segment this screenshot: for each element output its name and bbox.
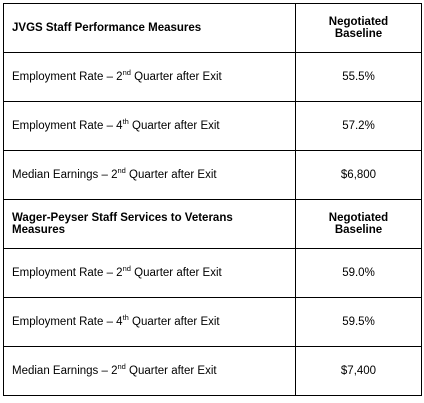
baseline-header: Negotiated Baseline <box>295 3 422 53</box>
baseline-value: 57.2% <box>295 101 422 151</box>
measure-row: Median Earnings – 2nd Quarter after Exit… <box>3 150 422 200</box>
baseline-header: Negotiated Baseline <box>295 199 422 249</box>
baseline-value: 55.5% <box>295 52 422 102</box>
measure-label: Median Earnings – 2nd Quarter after Exit <box>3 150 296 200</box>
measure-label: Employment Rate – 4th Quarter after Exit <box>3 101 296 151</box>
measure-row: Employment Rate – 4th Quarter after Exit… <box>3 297 422 347</box>
baseline-value: $7,400 <box>295 346 422 396</box>
label-text: Employment Rate – 2 <box>12 267 123 279</box>
ordinal-suffix: nd <box>117 362 126 371</box>
baseline-value: $6,800 <box>295 150 422 200</box>
measure-row: Employment Rate – 2nd Quarter after Exit… <box>3 248 422 298</box>
measure-label: Employment Rate – 2nd Quarter after Exit <box>3 52 296 102</box>
label-rest: Quarter after Exit <box>125 169 217 181</box>
measure-row: Median Earnings – 2nd Quarter after Exit… <box>3 346 422 396</box>
baseline-value: 59.5% <box>295 297 422 347</box>
baseline-value: 59.0% <box>295 248 422 298</box>
ordinal-suffix: nd <box>122 264 131 273</box>
ordinal-suffix: nd <box>122 68 131 77</box>
measure-row: Employment Rate – 4th Quarter after Exit… <box>3 101 422 151</box>
measure-label: Employment Rate – 4th Quarter after Exit <box>3 297 296 347</box>
ordinal-suffix: th <box>122 117 129 126</box>
label-rest: Quarter after Exit <box>130 71 222 83</box>
label-rest: Quarter after Exit <box>130 267 222 279</box>
measure-label: Median Earnings – 2nd Quarter after Exit <box>3 346 296 396</box>
label-text: Employment Rate – 4 <box>12 316 123 328</box>
ordinal-suffix: nd <box>117 166 126 175</box>
table-body: JVGS Staff Performance Measures Negotiate… <box>3 3 422 396</box>
measure-label: Employment Rate – 2nd Quarter after Exit <box>3 248 296 298</box>
label-rest: Quarter after Exit <box>128 120 220 132</box>
label-rest: Quarter after Exit <box>128 316 220 328</box>
header-row: JVGS Staff Performance Measures Negotiate… <box>3 3 422 53</box>
ordinal-suffix: th <box>122 313 129 322</box>
section-title: Wager-Peyser Staff Services to Veterans … <box>3 199 296 249</box>
section-title: JVGS Staff Performance Measures <box>3 3 296 53</box>
label-text: Median Earnings – 2 <box>12 365 118 377</box>
label-rest: Quarter after Exit <box>125 365 217 377</box>
label-text: Employment Rate – 2 <box>12 71 123 83</box>
header-row: Wager-Peyser Staff Services to Veterans … <box>3 199 422 249</box>
label-text: Employment Rate – 4 <box>12 120 123 132</box>
label-text: Median Earnings – 2 <box>12 169 118 181</box>
measure-row: Employment Rate – 2nd Quarter after Exit… <box>3 52 422 102</box>
measures-table: JVGS Staff Performance Measures Negotiate… <box>3 3 422 396</box>
